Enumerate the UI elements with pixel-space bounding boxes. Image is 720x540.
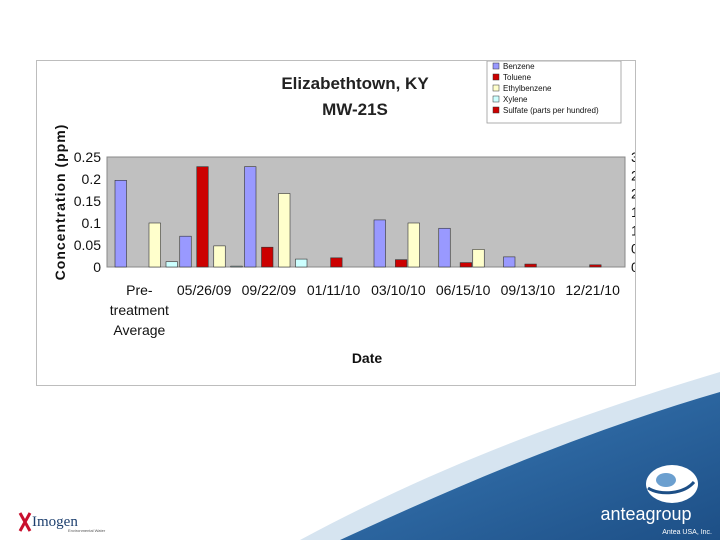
bar-sulfate-parts-per-hundred bbox=[459, 262, 472, 268]
bar-sulfate-parts-per-hundred bbox=[330, 257, 343, 268]
x-tick-label: 01/11/10 bbox=[307, 282, 361, 298]
legend-box bbox=[486, 61, 622, 124]
legend: Benzene Toluene Ethylbenzene Xylene Sulfate … bbox=[486, 61, 622, 124]
chart-title-line-2: MW-21S bbox=[322, 100, 388, 119]
y2-tick-label: 0.5 bbox=[631, 241, 635, 257]
x-tick-label: 03/10/10 bbox=[371, 282, 426, 298]
y2-tick-label: 0.0 bbox=[631, 259, 635, 275]
legend-label-sulfate-parts-per-hundred: Sulfate (parts per hundred) bbox=[503, 106, 599, 115]
copyright-text: Antea USA, Inc. bbox=[662, 529, 712, 536]
imogen-tagline: Environmental Water bbox=[68, 528, 106, 533]
bar-sulfate-parts-per-hundred bbox=[395, 259, 408, 268]
antea-logo: anteagroup bbox=[600, 465, 698, 524]
decorative-swoosh-dark bbox=[340, 392, 720, 540]
y2-tick-label: 2.5 bbox=[631, 167, 635, 183]
legend-swatch-ethylbenzene bbox=[492, 84, 500, 92]
chart-frame: 0.25 0.2 0.15 0.1 0.05 0 3.0 2.5 2.0 1.5 1.0 0.5 0.… bbox=[36, 60, 636, 386]
bar-benzene bbox=[373, 219, 386, 268]
imogen-logo: Imogen Environmental Water bbox=[18, 512, 106, 533]
bar-ethylbenzene bbox=[148, 222, 161, 268]
bar-sulfate-parts-per-hundred bbox=[589, 264, 602, 268]
legend-label-xylene: Xylene bbox=[503, 95, 528, 104]
legend-label-benzene: Benzene bbox=[503, 62, 535, 71]
legend-swatch-toluene bbox=[492, 73, 500, 81]
y2-tick-label: 1.0 bbox=[631, 222, 635, 238]
y-tick-label: 0.25 bbox=[74, 149, 101, 165]
y-tick-label: 0.1 bbox=[82, 215, 102, 231]
bar-ethylbenzene bbox=[472, 249, 485, 268]
bar-ethylbenzene bbox=[213, 245, 226, 268]
legend-label-ethylbenzene: Ethylbenzene bbox=[503, 84, 552, 93]
x-tick-label: 09/13/10 bbox=[501, 282, 556, 298]
x-tick-label: Pre- bbox=[126, 282, 153, 298]
y-tick-label: 0.2 bbox=[82, 171, 102, 187]
x-tick-label: 06/15/10 bbox=[436, 282, 491, 298]
antea-name: anteagroup bbox=[600, 504, 691, 524]
bar-ethylbenzene bbox=[278, 193, 291, 268]
plot-area bbox=[106, 156, 626, 268]
x-tick-label: 12/21/10 bbox=[565, 282, 620, 298]
bar-ethylbenzene bbox=[407, 222, 420, 268]
bar-benzene bbox=[438, 227, 451, 268]
bar-xylene bbox=[165, 261, 178, 268]
bar-benzene bbox=[503, 256, 516, 268]
legend-label-toluene: Toluene bbox=[503, 73, 532, 82]
legend-swatch-xylene bbox=[492, 95, 500, 103]
imogen-x-mark bbox=[18, 512, 32, 532]
bar-xylene bbox=[295, 258, 308, 268]
bar-benzene bbox=[244, 166, 257, 268]
x-tick-label: 05/26/09 bbox=[177, 282, 232, 298]
y-axis-title: Concentration (ppm) bbox=[52, 124, 68, 281]
x-tick-label: Average bbox=[113, 322, 165, 338]
chart: 0.25 0.2 0.15 0.1 0.05 0 3.0 2.5 2.0 1.5 1.0 0.5 0.… bbox=[52, 61, 635, 366]
bar-xylene bbox=[230, 265, 243, 268]
chart-title-line-1: Elizabethtown, KY bbox=[281, 74, 429, 93]
bar-benzene bbox=[179, 235, 192, 268]
y-tick-label: 0.15 bbox=[74, 193, 101, 209]
x-axis-title: Date bbox=[352, 350, 383, 366]
x-tick-label: 09/22/09 bbox=[242, 282, 297, 298]
x-tick-label: treatment bbox=[110, 302, 169, 318]
legend-swatch-benzene bbox=[492, 62, 500, 70]
legend-swatch-sulfate-parts-per-hundred bbox=[492, 106, 500, 114]
bar-toluene bbox=[196, 166, 209, 268]
y2-tick-label: 1.5 bbox=[631, 204, 635, 220]
y2-tick-label: 2.0 bbox=[631, 186, 635, 202]
imogen-name: Imogen bbox=[32, 514, 78, 530]
y2-tick-label: 3.0 bbox=[631, 149, 635, 165]
bar-toluene bbox=[261, 246, 274, 268]
y-tick-label: 0.05 bbox=[74, 237, 101, 253]
y-tick-label: 0 bbox=[93, 259, 101, 275]
bar-sulfate-parts-per-hundred bbox=[524, 263, 537, 268]
bar-benzene bbox=[114, 180, 127, 268]
